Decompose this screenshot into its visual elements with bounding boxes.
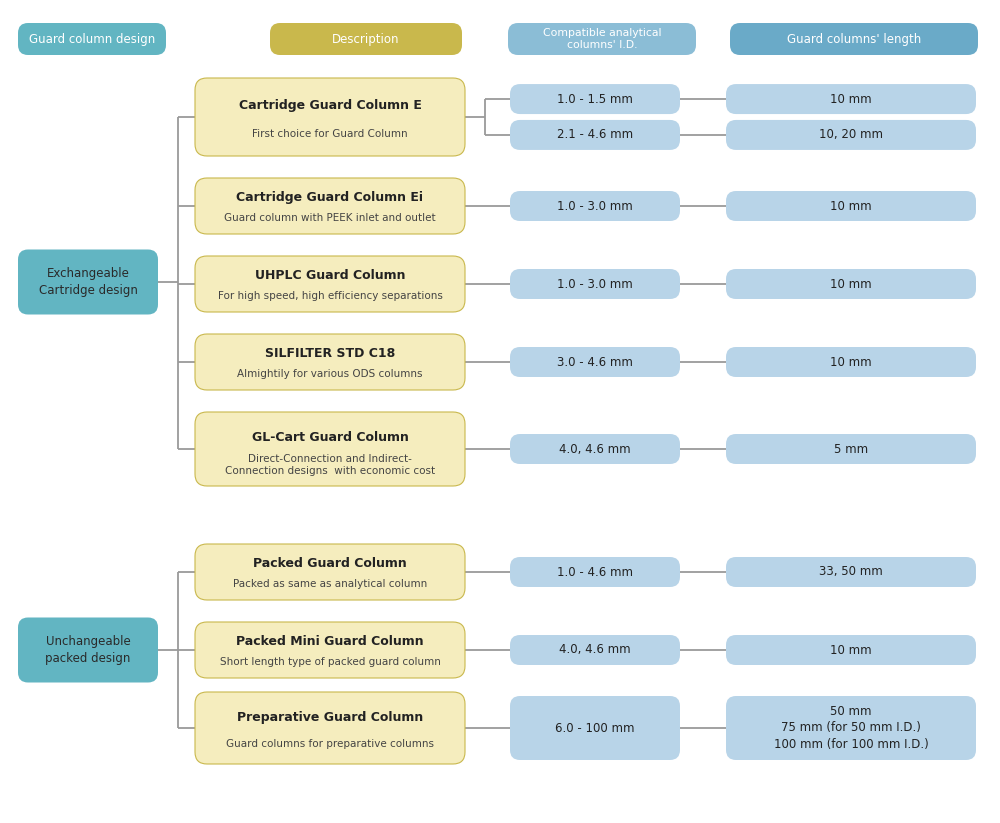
Text: Guard columns' length: Guard columns' length [787,32,921,45]
Text: 10 mm: 10 mm [830,92,872,105]
Text: Almightily for various ODS columns: Almightily for various ODS columns [237,370,423,379]
FancyBboxPatch shape [510,120,680,150]
Text: 1.0 - 4.6 mm: 1.0 - 4.6 mm [557,565,633,579]
Text: 10 mm: 10 mm [830,277,872,291]
FancyBboxPatch shape [195,78,465,156]
FancyBboxPatch shape [726,635,976,665]
Text: Preparative Guard Column: Preparative Guard Column [237,711,423,723]
Text: First choice for Guard Column: First choice for Guard Column [252,129,408,139]
FancyBboxPatch shape [510,347,680,377]
Text: 6.0 - 100 mm: 6.0 - 100 mm [555,722,635,734]
Text: 10, 20 mm: 10, 20 mm [819,128,883,142]
FancyBboxPatch shape [726,696,976,760]
FancyBboxPatch shape [726,269,976,299]
FancyBboxPatch shape [726,84,976,114]
Text: SILFILTER STD C18: SILFILTER STD C18 [265,347,395,360]
FancyBboxPatch shape [726,557,976,587]
FancyBboxPatch shape [510,557,680,587]
FancyBboxPatch shape [730,23,978,55]
FancyBboxPatch shape [726,191,976,221]
Text: 1.0 - 3.0 mm: 1.0 - 3.0 mm [557,199,633,212]
FancyBboxPatch shape [510,191,680,221]
Text: 2.1 - 4.6 mm: 2.1 - 4.6 mm [557,128,633,142]
Text: Unchangeable
packed design: Unchangeable packed design [45,635,131,665]
FancyBboxPatch shape [508,23,696,55]
Text: 10 mm: 10 mm [830,356,872,369]
Text: 3.0 - 4.6 mm: 3.0 - 4.6 mm [557,356,633,369]
Text: 10 mm: 10 mm [830,644,872,657]
Text: Short length type of packed guard column: Short length type of packed guard column [220,658,440,667]
Text: 10 mm: 10 mm [830,199,872,212]
Text: Exchangeable
Cartridge design: Exchangeable Cartridge design [39,267,137,297]
FancyBboxPatch shape [510,696,680,760]
Text: For high speed, high efficiency separations: For high speed, high efficiency separati… [218,291,442,301]
FancyBboxPatch shape [510,269,680,299]
FancyBboxPatch shape [195,178,465,234]
FancyBboxPatch shape [510,635,680,665]
Text: Packed Guard Column: Packed Guard Column [253,557,407,570]
FancyBboxPatch shape [18,617,158,682]
Text: Guard columns for preparative columns: Guard columns for preparative columns [226,739,434,749]
FancyBboxPatch shape [726,120,976,150]
Text: 1.0 - 3.0 mm: 1.0 - 3.0 mm [557,277,633,291]
FancyBboxPatch shape [510,84,680,114]
Text: GL-Cart Guard Column: GL-Cart Guard Column [252,431,408,444]
FancyBboxPatch shape [195,692,465,764]
Text: Packed as same as analytical column: Packed as same as analytical column [233,579,427,589]
Text: Compatible analytical
columns' I.D.: Compatible analytical columns' I.D. [543,28,661,50]
Text: Packed Mini Guard Column: Packed Mini Guard Column [236,635,424,648]
FancyBboxPatch shape [195,412,465,486]
Text: Guard column design: Guard column design [29,32,155,45]
Text: 1.0 - 1.5 mm: 1.0 - 1.5 mm [557,92,633,105]
FancyBboxPatch shape [195,622,465,678]
Text: 33, 50 mm: 33, 50 mm [819,565,883,579]
FancyBboxPatch shape [726,434,976,464]
FancyBboxPatch shape [18,249,158,314]
Text: 5 mm: 5 mm [834,443,868,455]
FancyBboxPatch shape [510,434,680,464]
FancyBboxPatch shape [195,544,465,600]
FancyBboxPatch shape [195,256,465,312]
Text: Cartridge Guard Column E: Cartridge Guard Column E [239,99,421,112]
FancyBboxPatch shape [18,23,166,55]
FancyBboxPatch shape [270,23,462,55]
FancyBboxPatch shape [726,347,976,377]
Text: Guard column with PEEK inlet and outlet: Guard column with PEEK inlet and outlet [224,213,436,223]
Text: UHPLC Guard Column: UHPLC Guard Column [255,269,405,282]
Text: 4.0, 4.6 mm: 4.0, 4.6 mm [559,644,631,657]
Text: 50 mm
75 mm (for 50 mm I.D.)
100 mm (for 100 mm I.D.): 50 mm 75 mm (for 50 mm I.D.) 100 mm (for… [774,705,928,751]
Text: 4.0, 4.6 mm: 4.0, 4.6 mm [559,443,631,455]
Text: Cartridge Guard Column Ei: Cartridge Guard Column Ei [237,191,424,204]
Text: Description: Description [332,32,400,45]
Text: Direct-Connection and Indirect-
Connection designs  with economic cost: Direct-Connection and Indirect- Connecti… [225,454,435,477]
FancyBboxPatch shape [195,334,465,390]
